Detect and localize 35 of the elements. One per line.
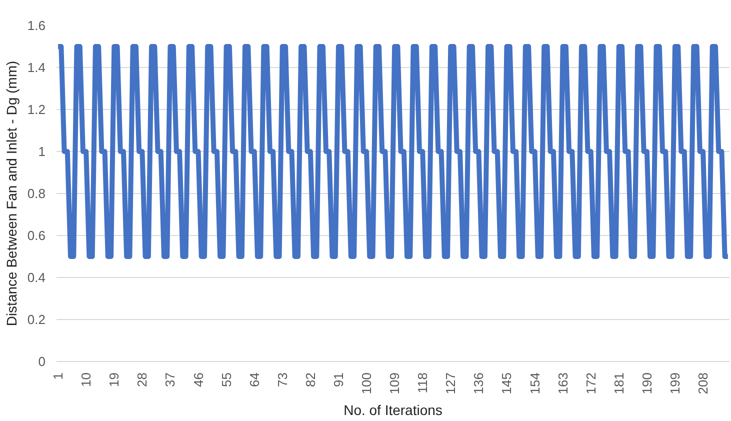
x-tick-label: 109 [387, 372, 402, 394]
x-tick-label: 73 [274, 372, 290, 387]
y-tick-label: 1 [38, 144, 46, 159]
y-tick-label: 1.6 [27, 18, 46, 33]
y-tick-label: 0.2 [27, 312, 46, 327]
x-tick-label: 37 [162, 372, 178, 387]
y-axis-title: Distance Between Fan and Inlet - Dg (mm) [3, 60, 20, 326]
x-tick-label: 136 [471, 372, 486, 394]
x-tick-label: 55 [218, 372, 234, 387]
x-tick-label: 118 [415, 372, 430, 394]
x-tick-label: 100 [359, 372, 374, 394]
y-tick-label: 0.4 [27, 270, 46, 285]
x-tick-label: 208 [696, 372, 711, 394]
x-tick-label: 199 [667, 372, 682, 394]
x-tick-label: 127 [443, 372, 458, 394]
x-tick-label: 91 [330, 372, 346, 387]
x-tick-label: 46 [190, 372, 206, 387]
x-tick-label: 154 [527, 372, 542, 394]
x-tick-label: 28 [134, 372, 150, 387]
y-tick-label: 0.8 [27, 186, 46, 201]
x-tick-label: 82 [302, 372, 318, 387]
y-tick-label: 0 [38, 354, 46, 369]
y-tick-label: 1.4 [27, 60, 46, 75]
x-axis-title: No. of Iterations [344, 402, 442, 418]
x-tick-label: 19 [106, 372, 122, 387]
x-tick-label: 64 [246, 372, 262, 387]
x-tick-label: 172 [583, 372, 598, 394]
y-tick-label: 0.6 [27, 228, 46, 243]
x-tick-label: 190 [639, 372, 654, 394]
x-tick-label: 10 [78, 372, 94, 387]
y-tick-label: 1.2 [27, 102, 46, 117]
x-tick-label: 163 [555, 372, 570, 394]
x-tick-label: 181 [611, 372, 626, 394]
x-tick-label: 145 [499, 372, 514, 394]
x-tick-label: 1 [50, 372, 66, 380]
